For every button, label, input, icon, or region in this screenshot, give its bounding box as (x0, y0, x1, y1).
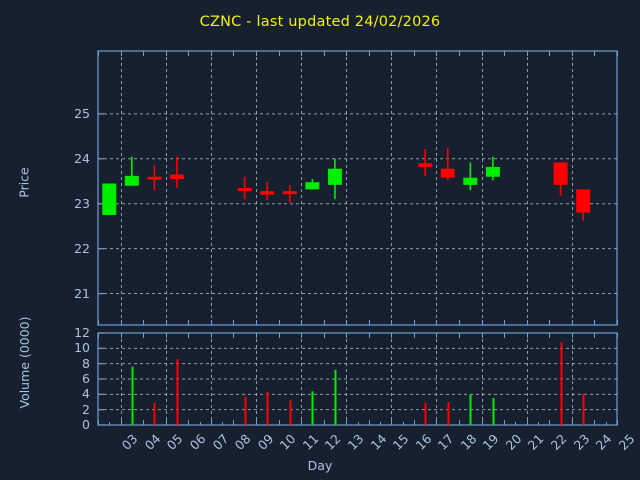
candle-body (440, 168, 455, 178)
candlestick (124, 156, 139, 186)
price-tick-label: 23 (74, 195, 90, 211)
candle-body (463, 177, 478, 185)
candle-body (553, 162, 568, 185)
candle-body (418, 163, 433, 167)
volume-tick-label: 8 (82, 355, 90, 371)
candlestick (237, 176, 252, 200)
candle-body (282, 191, 297, 195)
chart-title: CZNC - last updated 24/02/2026 (199, 14, 441, 30)
price-tick-label: 21 (74, 285, 90, 301)
candlestick (576, 189, 591, 221)
candle-body (147, 176, 162, 180)
candle-body (485, 166, 500, 177)
volume-tick-label: 2 (82, 401, 90, 417)
price-tick-label: 22 (74, 240, 90, 256)
volume-tick-label: 6 (82, 371, 90, 386)
candlestick (485, 156, 500, 181)
candle-body (124, 175, 139, 186)
candle-body (102, 183, 117, 215)
price-tick-label: 25 (74, 105, 90, 121)
volume-tick-label: 10 (74, 340, 90, 356)
candlestick (463, 162, 478, 191)
candle-body (327, 168, 342, 185)
candle-body (305, 182, 320, 190)
day-axis-title: Day (307, 458, 333, 473)
candle-body (260, 191, 275, 195)
candlestick (418, 148, 433, 176)
candle-body (237, 188, 252, 191)
price-panel-frame (97, 50, 618, 326)
volume-tick-label: 4 (82, 386, 90, 402)
candlestick (260, 182, 275, 201)
candlestick (169, 156, 184, 188)
candlestick (440, 147, 455, 181)
candlestick (102, 183, 117, 215)
price-tick-label: 24 (74, 150, 90, 166)
candle-body (576, 189, 591, 213)
volume-tick-label: 12 (74, 325, 90, 340)
candlestick (327, 158, 342, 200)
candlestick (553, 162, 568, 196)
candlestick (147, 165, 162, 191)
candlestick (305, 179, 320, 190)
candlestick (282, 184, 297, 203)
candle-body (169, 174, 184, 180)
volume-tick-label: 0 (82, 417, 90, 432)
